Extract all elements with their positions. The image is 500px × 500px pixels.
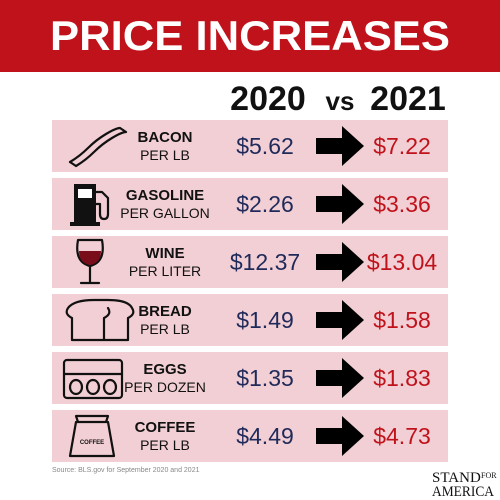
item-name: WINE — [145, 245, 184, 262]
bread-icon — [65, 298, 135, 342]
price-2020: $5.62 — [236, 133, 294, 159]
coffee-icon — [68, 414, 116, 458]
header-band — [0, 0, 500, 72]
wine-icon — [76, 238, 104, 285]
price-2021: $13.04 — [367, 249, 438, 275]
item-name: BREAD — [138, 303, 192, 320]
wine-fill — [79, 251, 101, 265]
item-name: GASOLINE — [126, 187, 204, 204]
item-unit: PER LB — [140, 321, 190, 337]
vs: vs — [326, 86, 355, 116]
bacon-icon — [68, 126, 128, 168]
arrow — [316, 358, 364, 398]
item-name: COFFEE — [135, 419, 196, 436]
brand-stand: STAND — [432, 470, 481, 486]
price-2020: $1.49 — [236, 307, 294, 333]
carton-icon — [62, 358, 124, 400]
brand-america: AMERICA — [432, 484, 494, 500]
title: PRICE INCREASES — [50, 12, 450, 59]
item-unit: PER GALLON — [120, 205, 209, 221]
row-bg — [52, 410, 448, 462]
year-2021: 2021 — [370, 80, 446, 118]
gas-hose — [94, 190, 110, 221]
source: Source: BLS.gov for September 2020 and 2… — [52, 467, 200, 474]
brand-for: FOR — [481, 471, 497, 480]
price-2021: $1.83 — [373, 365, 431, 391]
row-bg — [52, 294, 448, 346]
price-2020: $1.35 — [236, 365, 294, 391]
gas-base — [70, 222, 100, 226]
item-name: BACON — [138, 129, 193, 146]
egg — [85, 378, 101, 396]
price-2020: $4.49 — [236, 423, 294, 449]
brand-logo: STAND FOR AMERICA — [432, 470, 497, 500]
row-bg — [52, 236, 448, 288]
item-unit: PER DOZEN — [124, 379, 206, 395]
price-2021: $3.36 — [373, 191, 431, 217]
price-2021: $4.73 — [373, 423, 431, 449]
arrow — [316, 184, 364, 224]
arrow — [316, 416, 364, 456]
arrow — [316, 300, 364, 340]
egg — [68, 378, 84, 396]
row-bg — [52, 178, 448, 230]
arrow — [316, 242, 364, 282]
year-2020: 2020 — [230, 80, 306, 118]
price-2020: $12.37 — [230, 249, 300, 275]
price-2021: $1.58 — [373, 307, 431, 333]
price-2020: $2.26 — [236, 191, 294, 217]
item-unit: PER LB — [140, 147, 190, 163]
item-unit: PER LB — [140, 437, 190, 453]
item-unit: PER LITER — [129, 263, 201, 279]
price-2021: $7.22 — [373, 133, 431, 159]
coffee-icon-label: COFFEE — [80, 440, 104, 446]
arrow — [316, 126, 364, 166]
gas-window — [78, 189, 92, 198]
item-name: EGGS — [143, 361, 186, 378]
egg — [102, 378, 118, 396]
